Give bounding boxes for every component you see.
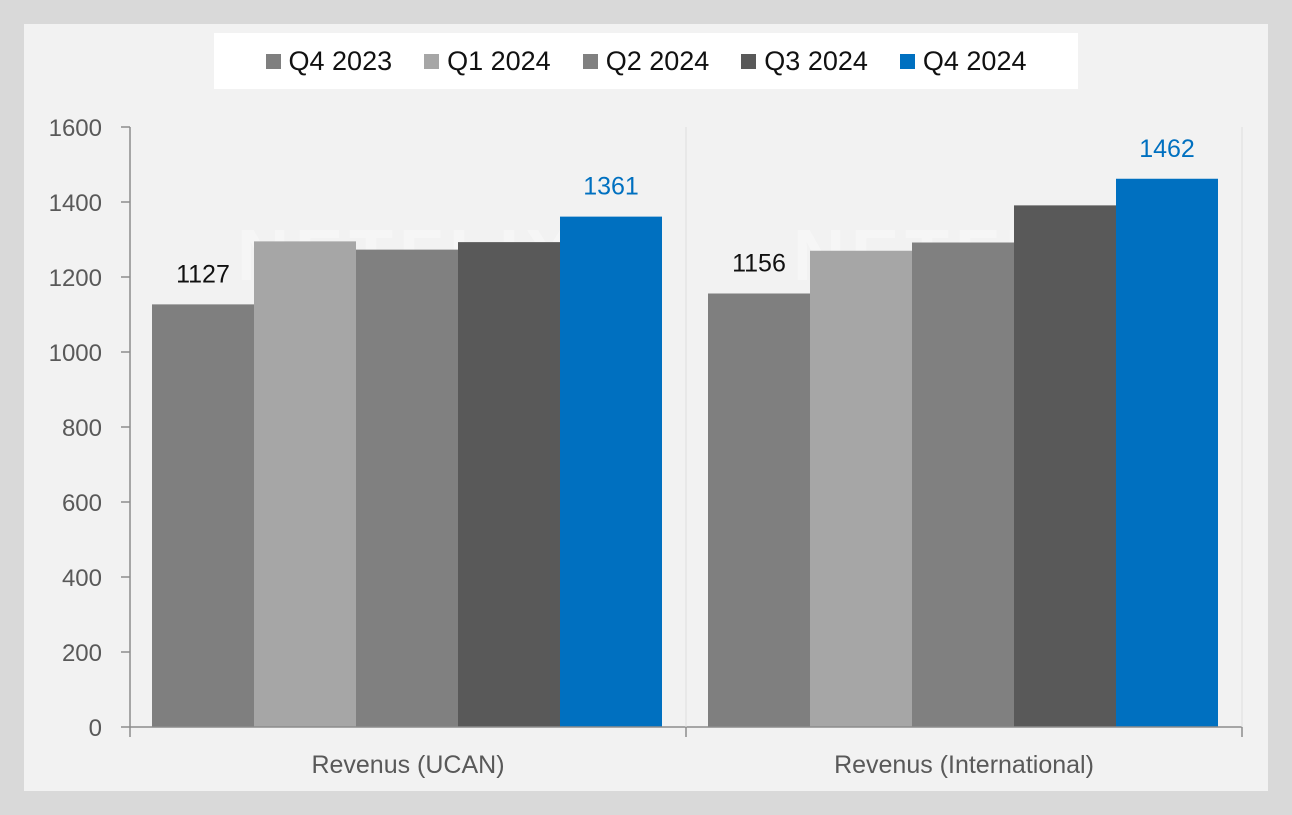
legend-item-q4-2024: Q4 2024	[899, 45, 1027, 77]
legend-swatch	[265, 53, 281, 69]
legend-swatch	[899, 53, 915, 69]
bar	[1014, 205, 1116, 727]
legend-label: Q3 2024	[764, 45, 868, 76]
legend-label: Q1 2024	[447, 45, 551, 76]
legend-item-q2-2024: Q2 2024	[582, 45, 710, 77]
y-tick-label: 1000	[49, 340, 102, 367]
y-tick-label: 0	[89, 715, 102, 742]
legend-item-q1-2024: Q1 2024	[424, 46, 551, 77]
x-category-label: Revenus (International)	[834, 751, 1094, 779]
legend-swatch	[582, 53, 598, 69]
y-tick-label: 800	[62, 415, 102, 442]
legend-label: Q4 2024	[922, 45, 1027, 76]
bar	[810, 250, 912, 727]
bar	[152, 304, 254, 727]
legend-label: Q4 2023	[288, 45, 393, 76]
legend: Q4 2023 Q1 2024 Q2 2024 Q3 2024 Q4 2024	[214, 33, 1078, 89]
y-tick-label: 200	[62, 640, 102, 667]
y-tick-label: 1600	[49, 115, 102, 142]
y-tick-label: 1200	[49, 265, 102, 292]
bar	[560, 216, 662, 727]
bar	[254, 241, 356, 727]
legend-item-q4-2023: Q4 2023	[265, 45, 393, 77]
x-category-label: Revenus (UCAN)	[311, 751, 504, 779]
y-tick-label: 1400	[49, 190, 102, 217]
legend-label: Q2 2024	[605, 45, 710, 76]
bar	[458, 242, 560, 727]
data-label: 1361	[583, 173, 639, 201]
data-label: 1156	[732, 250, 786, 278]
bar	[708, 293, 810, 727]
bar	[912, 242, 1014, 727]
legend-item-q3-2024: Q3 2024	[741, 46, 868, 77]
bar	[1116, 178, 1218, 727]
legend-swatch	[741, 53, 757, 69]
bar	[356, 249, 458, 727]
y-tick-label: 600	[62, 490, 102, 517]
data-label: 1462	[1139, 135, 1195, 163]
legend-swatch	[424, 53, 440, 69]
y-tick-label: 400	[62, 565, 102, 592]
data-label: 1127	[176, 260, 230, 288]
